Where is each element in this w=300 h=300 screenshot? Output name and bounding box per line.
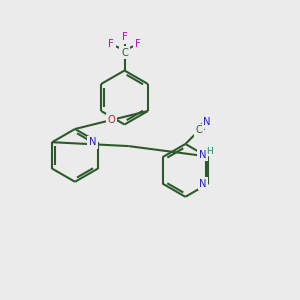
Text: N: N bbox=[203, 117, 211, 127]
Text: F: F bbox=[108, 39, 114, 49]
Text: H: H bbox=[206, 147, 213, 156]
Text: O: O bbox=[108, 115, 115, 125]
Text: F: F bbox=[122, 32, 128, 42]
Text: N: N bbox=[89, 137, 96, 147]
Text: C: C bbox=[196, 125, 202, 135]
Text: C: C bbox=[121, 47, 128, 58]
Text: N: N bbox=[199, 150, 207, 160]
Text: F: F bbox=[135, 39, 141, 49]
Text: N: N bbox=[199, 178, 207, 189]
